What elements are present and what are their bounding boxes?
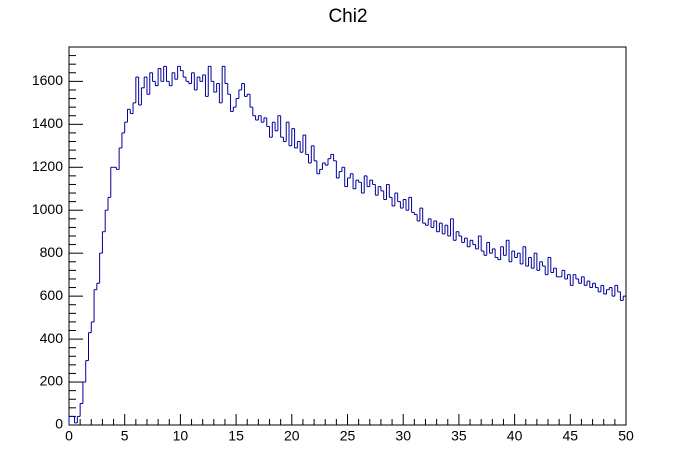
plot-frame (68, 46, 627, 426)
y-tick-label: 600 (40, 287, 64, 303)
x-tick-label: 30 (395, 428, 411, 444)
y-tick-label: 0 (55, 416, 63, 432)
y-tick-label: 1200 (32, 158, 63, 174)
chart-title: Chi2 (328, 6, 367, 27)
x-tick-label: 15 (228, 428, 244, 444)
x-tick-label: 20 (284, 428, 300, 444)
y-tick-label: 1600 (32, 72, 63, 88)
x-tick-label: 35 (451, 428, 467, 444)
y-tick-label: 1000 (32, 201, 63, 217)
x-tick-label: 50 (618, 428, 634, 444)
y-tick-label: 800 (40, 244, 64, 260)
x-tick-label: 10 (173, 428, 189, 444)
y-tick-label: 1400 (32, 115, 63, 131)
x-tick-label: 40 (507, 428, 523, 444)
x-tick-label: 45 (563, 428, 579, 444)
x-tick-label: 5 (121, 428, 129, 444)
y-tick-label: 200 (40, 373, 64, 389)
x-tick-label: 25 (340, 428, 356, 444)
x-tick-label: 0 (65, 428, 73, 444)
y-tick-label: 400 (40, 330, 64, 346)
